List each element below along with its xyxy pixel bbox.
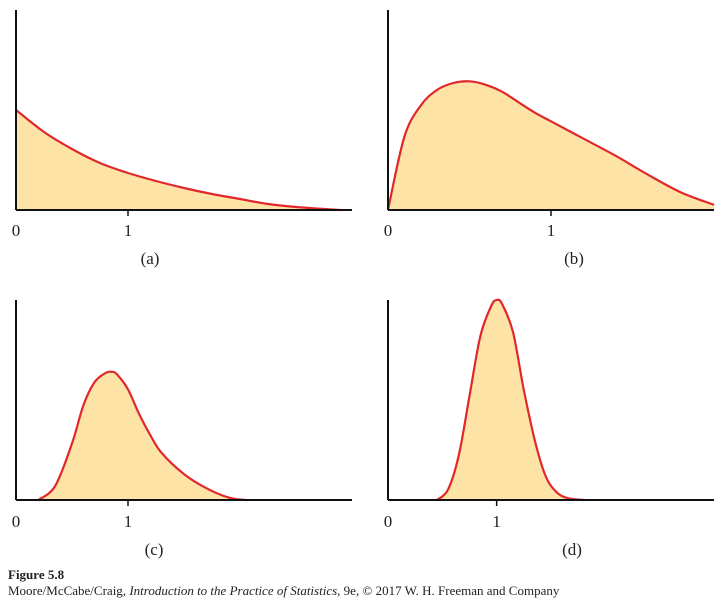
x-tick-label-1-c: 1 (124, 512, 133, 531)
chart-panel-d: 0 1 (d) (384, 298, 714, 559)
chart-panel-a: 0 1 (a) (12, 10, 352, 268)
density-fill-c (38, 371, 246, 500)
figure-caption: Figure 5.8 Moore/McCabe/Craig, Introduct… (8, 567, 718, 599)
figure-credit: Moore/McCabe/Craig, Introduction to the … (8, 583, 718, 599)
x-tick-label-0-c: 0 (12, 512, 21, 531)
density-curve-d (436, 298, 584, 502)
density-curve-c (37, 370, 246, 502)
credit-edition: , 9e, © 2017 W. H. Freeman and Company (337, 583, 560, 598)
credit-book-title: Introduction to the Practice of Statisti… (129, 583, 338, 598)
density-curve-a (15, 109, 341, 212)
x-tick-label-0-d: 0 (384, 512, 393, 531)
panel-label-d: (d) (562, 540, 582, 559)
panel-label-a: (a) (141, 249, 160, 268)
chart-panel-c: 0 1 (c) (12, 300, 352, 559)
density-fill-d (436, 299, 584, 500)
x-tick-label-1-a: 1 (124, 221, 133, 240)
x-tick-label-1-b: 1 (547, 221, 556, 240)
density-fill-a (16, 110, 341, 210)
credit-authors: Moore/McCabe/Craig, (8, 583, 130, 598)
x-tick-label-0-a: 0 (12, 221, 21, 240)
panel-label-c: (c) (145, 540, 164, 559)
density-fill-b (388, 81, 714, 210)
x-tick-label-0-b: 0 (384, 221, 393, 240)
x-tick-label-1-d: 1 (492, 512, 501, 531)
chart-panel-b: 0 1 (b) (384, 10, 715, 268)
panel-label-b: (b) (564, 249, 584, 268)
density-curve-b (386, 80, 715, 211)
figure-number: Figure 5.8 (8, 567, 65, 582)
